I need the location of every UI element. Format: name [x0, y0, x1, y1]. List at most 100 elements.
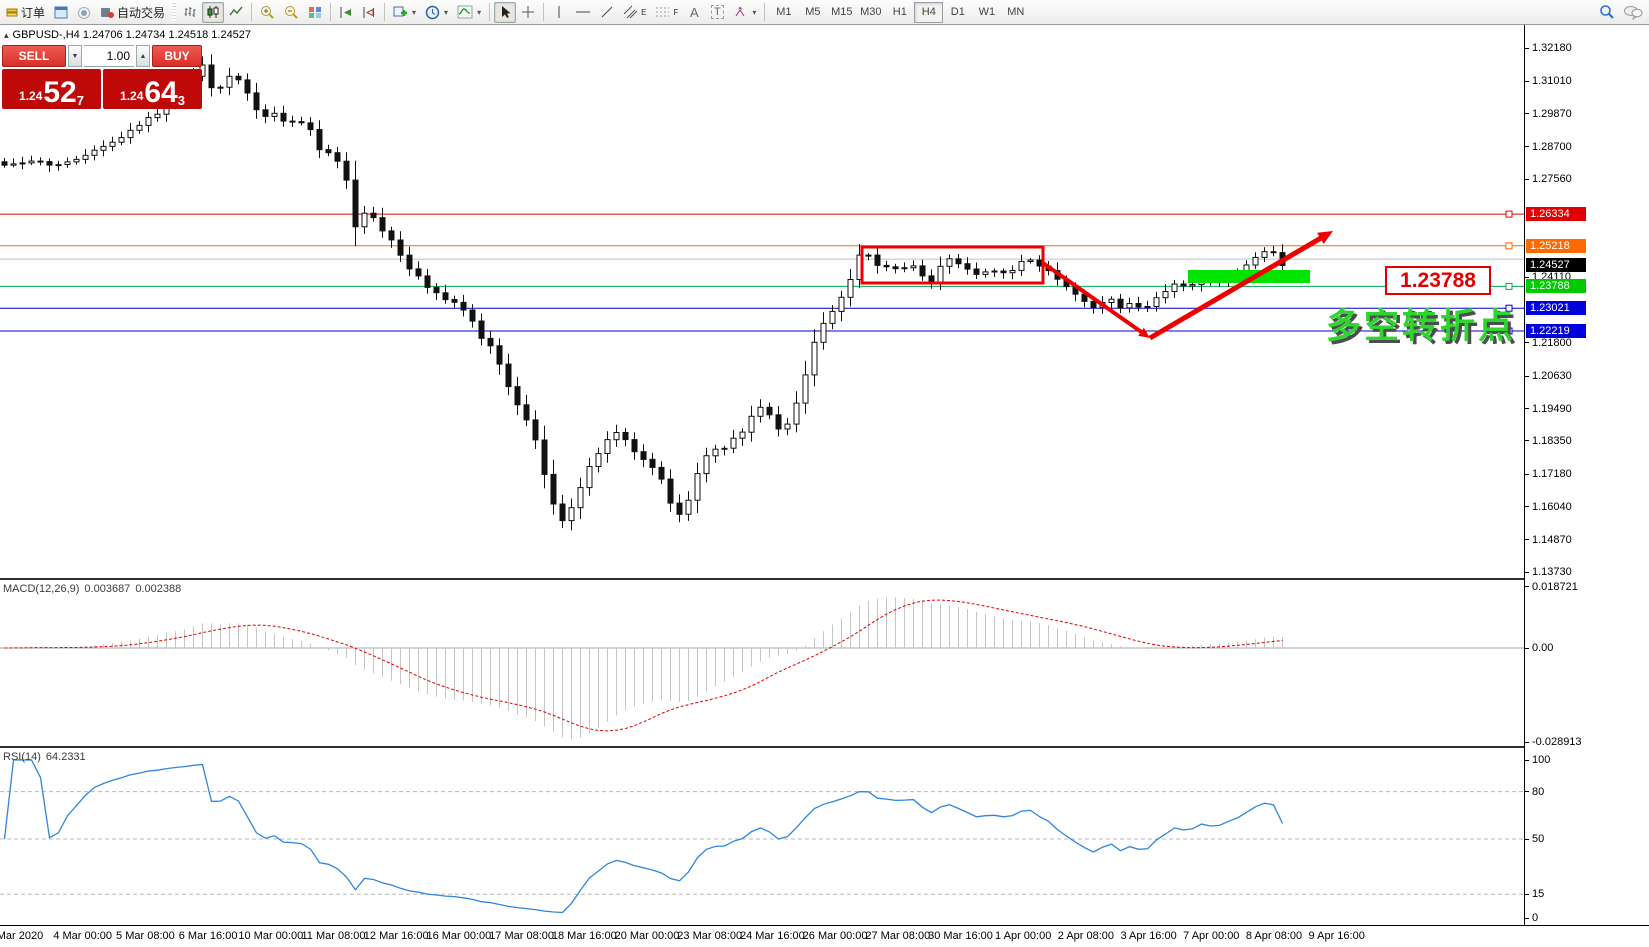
- price-level-label: 1.24527: [1526, 258, 1586, 273]
- trendline-tool-button[interactable]: [596, 2, 618, 23]
- timeframe-d1[interactable]: D1: [950, 6, 965, 18]
- macd-indicator-plot[interactable]: [0, 580, 1524, 746]
- time-axis-label: 4 Mar 00:00: [53, 930, 113, 942]
- axis-tick: 1.13730: [1525, 565, 1572, 579]
- sell-button[interactable]: SELL: [2, 45, 66, 67]
- time-axis-label: 5 Mar 08:00: [116, 930, 175, 942]
- time-axis-label: 23 Mar 08:00: [677, 930, 743, 942]
- macd-name: MACD(12,26,9): [3, 583, 80, 595]
- time-axis-label: 3 Apr 16:00: [1120, 930, 1177, 942]
- time-axis-label: 24 Mar 16:00: [739, 930, 805, 942]
- new-order-button[interactable]: 订单: [2, 2, 49, 23]
- autotrading-button[interactable]: 自动交易: [96, 2, 169, 23]
- bar-chart-mode-button[interactable]: [179, 2, 201, 23]
- buy-price-display[interactable]: 1.24 64 3: [103, 69, 202, 109]
- price-level-label: 1.23021: [1526, 301, 1586, 316]
- price-level-label: 1.26334: [1526, 207, 1586, 222]
- symbol-header: ▴ GBPUSD-,H4 1.24706 1.24734 1.24518 1.2…: [4, 29, 251, 41]
- cursor-icon: [501, 6, 511, 18]
- channel-tool-button[interactable]: E: [619, 2, 650, 23]
- panel-separator[interactable]: [0, 746, 1649, 748]
- dropdown-caret-icon: ▾: [444, 7, 449, 17]
- time-axis-label: 27 Mar 08:00: [865, 930, 931, 942]
- tile-windows-button[interactable]: [304, 2, 326, 23]
- timeframe-m15[interactable]: M15: [831, 6, 853, 18]
- axis-tick: 1.32180: [1525, 41, 1572, 55]
- dropdown-caret-icon: ▾: [477, 7, 482, 17]
- sell-price-display[interactable]: 1.24 52 7: [2, 69, 101, 109]
- autotrading-icon: [101, 7, 115, 18]
- rsi-indicator-plot[interactable]: [0, 748, 1524, 924]
- timeframe-h1[interactable]: H1: [892, 6, 907, 18]
- line-chart-icon: [229, 6, 243, 16]
- arrows-tool-button[interactable]: ▾: [729, 2, 760, 23]
- time-axis-label: 26 Mar 00:00: [802, 930, 868, 942]
- time-axis-label: 1 Apr 00:00: [995, 930, 1052, 942]
- axis-tick: 0.018721: [1525, 580, 1578, 594]
- clock-icon: [425, 5, 440, 19]
- vertical-line-tool-button[interactable]: [548, 2, 570, 23]
- candlestick-mode-button[interactable]: [202, 1, 225, 23]
- new-chart-button[interactable]: ▾: [389, 2, 420, 23]
- axis-tick: 1.31010: [1525, 74, 1572, 88]
- horizontal-line-tool-button[interactable]: [571, 2, 595, 23]
- volume-increase-button[interactable]: ▲: [136, 45, 150, 67]
- axis-tick: 1.20630: [1525, 369, 1572, 383]
- chat-button[interactable]: [1619, 2, 1647, 23]
- rsi-label: RSI(14) 64.2331: [3, 751, 86, 763]
- timeframe-m30[interactable]: M30: [860, 6, 882, 18]
- cursor-tool-button[interactable]: [494, 1, 517, 23]
- expand-marker-icon[interactable]: ▴: [4, 29, 9, 40]
- time-axis-label: 7 Apr 00:00: [1183, 930, 1240, 942]
- axis-tick: 1.18350: [1525, 434, 1572, 448]
- timeframe-mn[interactable]: MN: [1007, 6, 1025, 18]
- chart-shift-button[interactable]: [358, 2, 380, 23]
- time-axis-label: 17 Mar 08:00: [489, 930, 555, 942]
- axis-tick: 1.17180: [1525, 467, 1572, 481]
- text-label-tool-button[interactable]: T: [706, 2, 728, 23]
- signals-button[interactable]: [73, 2, 95, 23]
- line-chart-mode-button[interactable]: [225, 2, 247, 23]
- timeframe-h4[interactable]: H4: [914, 1, 944, 23]
- metaeditor-button[interactable]: [50, 2, 72, 23]
- time-axis-label: 20 Mar 00:00: [614, 930, 680, 942]
- indicators-button[interactable]: ▾: [453, 2, 485, 23]
- axis-tick: 80: [1525, 785, 1544, 799]
- axis-tick: 1.19490: [1525, 402, 1572, 416]
- dropdown-caret-icon: ▾: [412, 7, 417, 17]
- toolbar-grip: [172, 3, 177, 21]
- toolbar-separator: [489, 3, 491, 21]
- buy-button[interactable]: BUY: [152, 45, 202, 67]
- axis-tick: 0: [1525, 911, 1538, 925]
- search-button[interactable]: [1595, 2, 1619, 23]
- volume-decrease-button[interactable]: ▼: [68, 45, 82, 67]
- timeframe-w1[interactable]: W1: [978, 6, 996, 18]
- buy-price-big: 64: [144, 76, 178, 109]
- dropdown-caret-icon: ▾: [752, 7, 757, 17]
- autotrading-label: 自动交易: [117, 5, 166, 20]
- auto-scroll-button[interactable]: [335, 2, 357, 23]
- time-axis[interactable]: Mar 2020 4 Mar 00:00 5 Mar 08:00 6 Mar 16:0…: [0, 925, 1649, 947]
- zoom-in-button[interactable]: [256, 2, 279, 23]
- zoom-out-button[interactable]: [280, 2, 303, 23]
- periods-button[interactable]: ▾: [421, 2, 452, 23]
- sell-price-sup: 7: [76, 93, 84, 108]
- fibonacci-icon: [656, 7, 670, 16]
- panel-separator[interactable]: [0, 578, 1649, 580]
- time-axis-label: 16 Mar 00:00: [426, 930, 492, 942]
- timeframe-m5[interactable]: M5: [805, 6, 821, 18]
- axis-tick: 15: [1525, 887, 1544, 901]
- time-axis-label: 8 Apr 08:00: [1245, 930, 1303, 942]
- svg-text:多空转折点: 多空转折点: [1326, 307, 1516, 346]
- timeframe-m1[interactable]: M1: [776, 6, 792, 18]
- volume-input[interactable]: [84, 45, 134, 67]
- new-chart-icon: [393, 6, 408, 17]
- crosshair-tool-button[interactable]: [517, 2, 539, 23]
- text-label-icon: T: [710, 5, 724, 19]
- axis-tick: 0.00: [1525, 641, 1553, 655]
- text-tool-button[interactable]: A: [683, 2, 705, 23]
- fibonacci-tool-button[interactable]: F: [651, 2, 682, 23]
- price-axis[interactable]: 1.32180 1.31010 1.29870 1.28700 1.27560 1.241…: [1524, 25, 1649, 925]
